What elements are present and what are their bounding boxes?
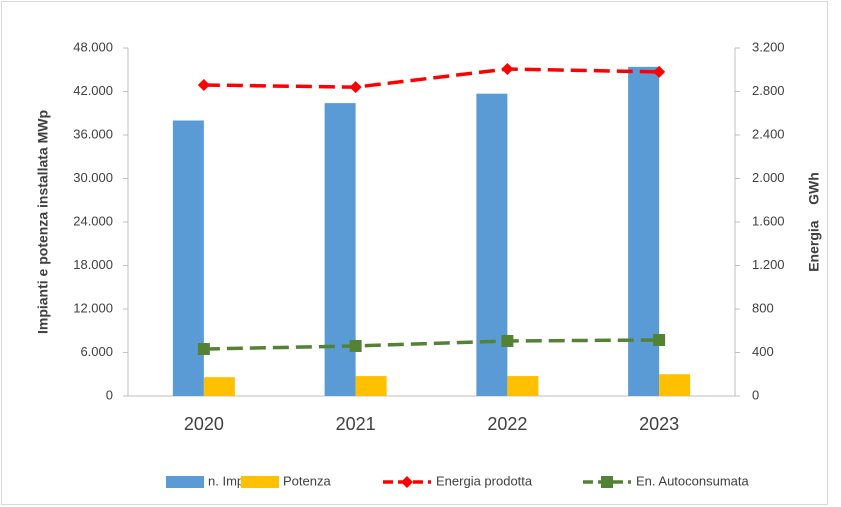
x-tick-label: 2023 (639, 414, 679, 434)
line-marker (197, 343, 210, 356)
y2-tick-label: 3.200 (752, 39, 785, 54)
y-tick-label: 42.000 (73, 83, 113, 98)
legend-label: En. Autoconsumata (636, 473, 750, 488)
line-marker (349, 339, 362, 352)
bar (203, 377, 235, 396)
y2-tick-label: 2.400 (752, 126, 785, 141)
line-marker (501, 334, 514, 347)
legend-swatch (166, 476, 204, 488)
line-marker (653, 65, 666, 78)
y2-tick-label: 800 (752, 300, 774, 315)
bar (507, 376, 539, 396)
line-marker (197, 78, 210, 91)
x-tick-label: 2021 (336, 414, 376, 434)
y-axis-title: Impianti e potenza installata MWp (35, 110, 51, 334)
legend-swatch (241, 476, 279, 488)
y-tick-label: 12.000 (73, 300, 113, 315)
y2-axis-title: Energia GWh (806, 172, 822, 272)
bar (324, 103, 356, 396)
y2-tick-label: 0 (752, 387, 759, 402)
x-tick-label: 2020 (184, 414, 224, 434)
bar (476, 93, 508, 397)
bar (628, 66, 660, 396)
y2-tick-label: 1.600 (752, 213, 785, 228)
y-tick-label: 48.000 (73, 39, 113, 54)
y-tick-label: 0 (106, 387, 113, 402)
y2-tick-label: 1.200 (752, 257, 785, 272)
y-tick-label: 24.000 (73, 213, 113, 228)
line-marker (349, 81, 362, 94)
line-marker (653, 333, 666, 346)
bar (355, 376, 387, 396)
y-tick-label: 36.000 (73, 126, 113, 141)
y2-tick-label: 400 (752, 344, 774, 359)
x-tick-label: 2022 (487, 414, 527, 434)
line-marker (501, 62, 514, 75)
legend-label: Energia prodotta (436, 473, 533, 488)
y-tick-label: 18.000 (73, 257, 113, 272)
y2-tick-label: 2.000 (752, 170, 785, 185)
legend-label: Potenza (283, 473, 331, 488)
line-marker (401, 476, 413, 488)
y-tick-label: 30.000 (73, 170, 113, 185)
y-tick-label: 6.000 (80, 344, 113, 359)
line-marker (601, 476, 613, 488)
bar (659, 374, 691, 396)
line (203, 338, 660, 351)
chart-border (1, 1, 828, 505)
line (203, 67, 660, 89)
y2-tick-label: 2.800 (752, 83, 785, 98)
